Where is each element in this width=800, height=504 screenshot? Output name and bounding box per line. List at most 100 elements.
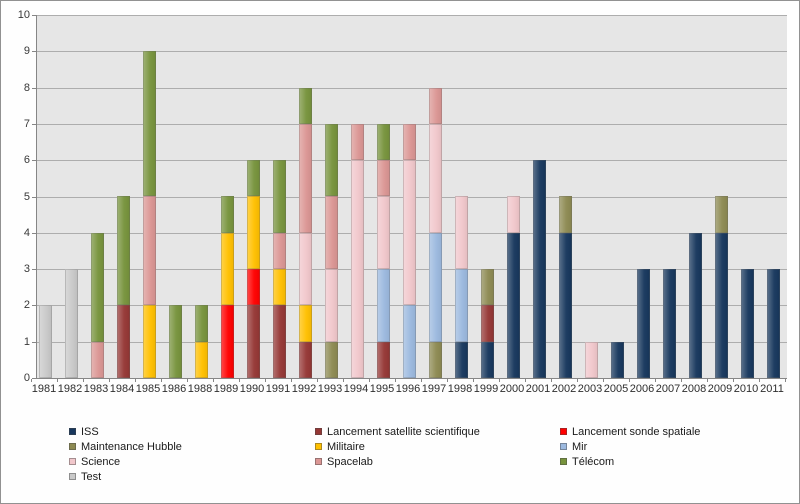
bar-segment — [221, 196, 234, 233]
bar-segment — [689, 233, 702, 378]
x-tick-label: 1990 — [239, 383, 265, 395]
bar-segment — [585, 342, 598, 378]
bar-segment — [91, 342, 104, 378]
x-tick-label: 1985 — [135, 383, 161, 395]
x-tick-label: 2000 — [499, 383, 525, 395]
bar-segment — [715, 196, 728, 233]
bar-segment — [455, 269, 468, 342]
bar-segment — [637, 269, 650, 378]
legend-color-marker — [315, 428, 322, 435]
y-tick-label: 10 — [17, 9, 30, 21]
bar-segment — [221, 305, 234, 378]
legend-item: Spacelab — [315, 456, 560, 468]
bar-segment — [741, 269, 754, 378]
legend-label: Maintenance Hubble — [81, 440, 182, 453]
legend-label: Mir — [572, 440, 588, 453]
bar-segment — [507, 196, 520, 233]
legend-color-marker — [560, 458, 567, 465]
legend-color-marker — [69, 458, 76, 465]
bar-segment — [169, 305, 182, 378]
bar-segment — [325, 342, 338, 378]
x-tick-label: 1992 — [291, 383, 317, 395]
bar-segment — [247, 160, 260, 196]
bar-segment — [143, 305, 156, 378]
x-tick-label: 1983 — [83, 383, 109, 395]
bar-segment — [247, 269, 260, 305]
x-axis-tick — [447, 379, 448, 382]
y-tick-label: 9 — [23, 45, 30, 57]
x-tick-label: 1981 — [31, 383, 57, 395]
legend-color-marker — [560, 428, 567, 435]
bar-segment — [403, 124, 416, 160]
bar-segment — [273, 233, 286, 269]
bar-segment — [377, 196, 390, 269]
x-axis-tick — [733, 379, 734, 382]
bar-segment — [65, 269, 78, 378]
x-axis-tick — [187, 379, 188, 382]
bar-segment — [273, 160, 286, 233]
bar-segment — [195, 305, 208, 342]
y-axis-tick — [32, 124, 36, 125]
x-axis-tick — [551, 379, 552, 382]
y-axis-tick — [32, 342, 36, 343]
legend-label: Télécom — [572, 455, 615, 468]
legend-item: Lancement satellite scientifique — [315, 426, 560, 438]
x-tick-label: 1989 — [213, 383, 239, 395]
bar-segment — [117, 196, 130, 305]
bar-segment — [377, 269, 390, 342]
bar-segment — [481, 305, 494, 342]
x-axis-tick — [109, 379, 110, 382]
y-tick-label: 6 — [23, 154, 30, 166]
x-tick-label: 1991 — [265, 383, 291, 395]
x-axis-tick — [291, 379, 292, 382]
bar-segment — [91, 233, 104, 342]
bar-segment — [351, 160, 364, 378]
x-tick-label: 2003 — [577, 383, 603, 395]
legend-label: Science — [81, 455, 121, 468]
x-axis-tick — [57, 379, 58, 382]
x-axis-tick — [343, 379, 344, 382]
gridline — [37, 15, 787, 16]
bar-segment — [325, 269, 338, 342]
bar-segment — [299, 124, 312, 233]
x-tick-label: 1984 — [109, 383, 135, 395]
legend-color-marker — [69, 473, 76, 480]
x-tick-label: 2006 — [629, 383, 655, 395]
bar-segment — [273, 305, 286, 378]
legend-color-marker — [315, 458, 322, 465]
x-tick-label: 1982 — [57, 383, 83, 395]
bar-segment — [377, 342, 390, 378]
x-tick-label: 1988 — [187, 383, 213, 395]
x-axis-tick — [421, 379, 422, 382]
bar-segment — [143, 196, 156, 305]
legend-label: Lancement sonde spatiale — [572, 425, 701, 438]
x-axis-tick — [603, 379, 604, 382]
x-tick-label: 1994 — [343, 383, 369, 395]
x-tick-label: 2005 — [603, 383, 629, 395]
x-axis-tick — [525, 379, 526, 382]
bar-segment — [663, 269, 676, 378]
bar-segment — [377, 124, 390, 160]
x-tick-label: 1986 — [161, 383, 187, 395]
y-axis-tick — [32, 160, 36, 161]
x-axis-tick — [759, 379, 760, 382]
bar-segment — [247, 196, 260, 269]
bar-segment — [195, 342, 208, 378]
x-tick-label: 2009 — [707, 383, 733, 395]
legend-item: Télécom — [560, 456, 772, 468]
y-tick-label: 0 — [23, 372, 30, 384]
x-axis-tick — [83, 379, 84, 382]
bar-segment — [429, 88, 442, 124]
legend-color-marker — [69, 428, 76, 435]
legend-label: Spacelab — [327, 455, 373, 468]
x-tick-label: 1997 — [421, 383, 447, 395]
bar-segment — [533, 160, 546, 378]
bar-segment — [455, 196, 468, 269]
bar-segment — [325, 196, 338, 269]
x-tick-label: 1993 — [317, 383, 343, 395]
x-tick-label: 2011 — [760, 383, 784, 395]
x-axis-tick — [31, 379, 32, 382]
bar-segment — [273, 269, 286, 305]
bar-segment — [299, 233, 312, 305]
